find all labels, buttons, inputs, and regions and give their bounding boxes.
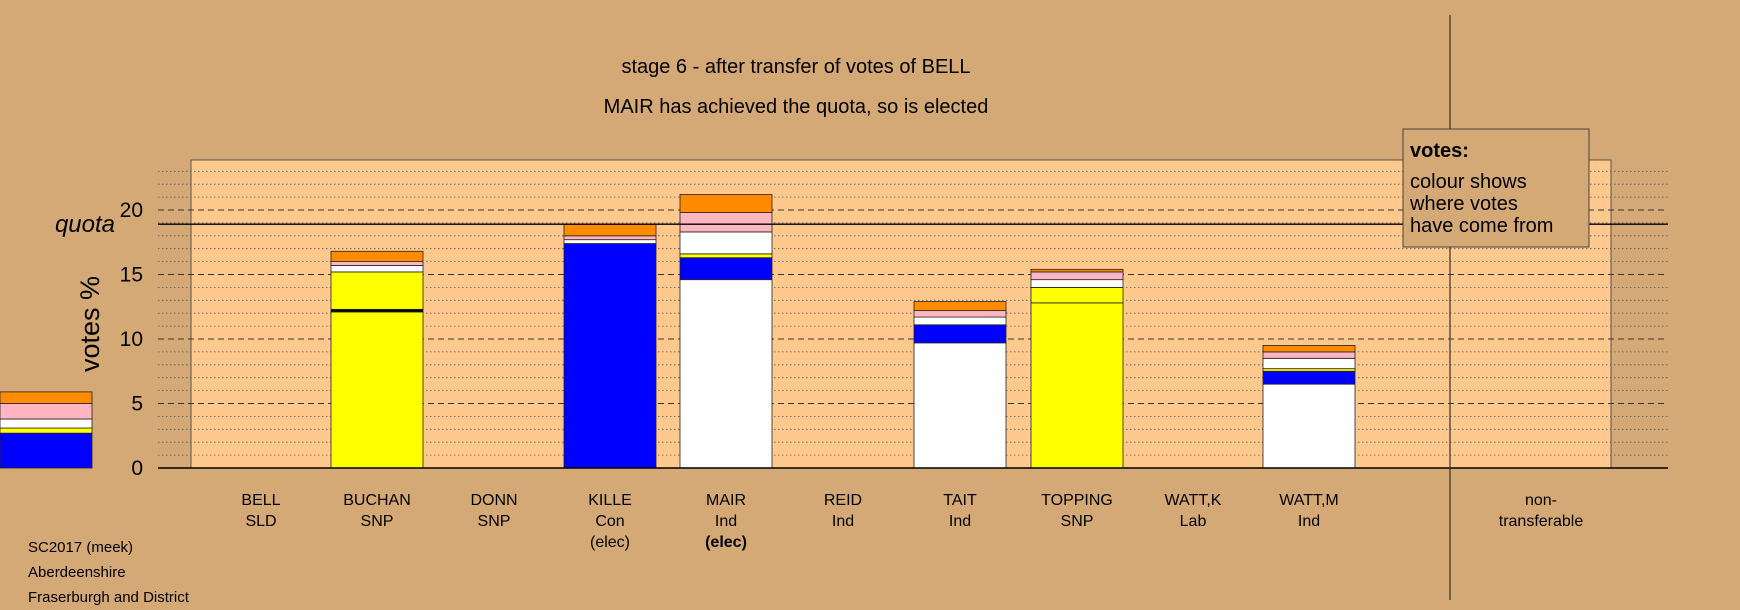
bar-segment — [679, 194, 773, 213]
bar-segment — [1030, 302, 1124, 469]
bar-segment — [0, 427, 93, 434]
bar-segment — [330, 311, 424, 469]
chart-title: stage 6 - after transfer of votes of BEL… — [621, 56, 970, 78]
y-tick-label: 20 — [120, 199, 143, 222]
bar-segment — [563, 243, 657, 469]
bar-segment — [1262, 345, 1356, 353]
legend-title: votes: — [1410, 140, 1469, 162]
footer: SC2017 (meek) Aberdeenshire Fraserburgh … — [28, 535, 189, 610]
bar-segment — [679, 257, 773, 281]
footer-line-3: Fraserburgh and District — [28, 589, 189, 606]
category-name: DONN — [470, 492, 517, 509]
bar-segment — [563, 239, 657, 244]
bar-segment — [0, 391, 93, 404]
category-party: Ind — [1298, 513, 1320, 530]
y-axis-label: votes % — [75, 276, 105, 372]
bar-segment — [1030, 271, 1124, 281]
legend-line: where votes — [1409, 193, 1518, 215]
bar-segment — [679, 231, 773, 255]
category-name: BELL — [241, 492, 280, 509]
category-name: MAIR — [706, 492, 746, 509]
category-name: REID — [824, 492, 862, 509]
bar-segment — [913, 342, 1007, 469]
y-tick-label: 10 — [120, 328, 143, 351]
bar-segment — [0, 418, 93, 429]
category-name: WATT,M — [1279, 492, 1339, 509]
category-party: Ind — [715, 513, 737, 530]
y-tick-label: 5 — [131, 393, 143, 416]
legend-line: have come from — [1410, 215, 1553, 237]
category-status: (elec) — [705, 534, 747, 551]
bar-segment — [679, 279, 773, 469]
bar-segment — [330, 250, 424, 262]
bar-segment — [563, 235, 657, 241]
category-party: Lab — [1180, 513, 1207, 530]
bar-segment — [330, 271, 424, 310]
bar-segment — [1030, 286, 1124, 304]
footer-line-1: SC2017 (meek) — [28, 539, 134, 556]
bar-segment — [0, 432, 93, 469]
bar-segment — [1030, 268, 1124, 273]
bar-segment — [913, 324, 1007, 344]
category-name: KILLE — [588, 492, 632, 509]
bar-segment — [913, 310, 1007, 318]
category-party: Con — [595, 513, 624, 530]
category-party: Ind — [949, 513, 971, 530]
category-party: Ind — [832, 513, 854, 530]
quota-label: quota — [55, 211, 115, 238]
category-name: TAIT — [943, 492, 977, 509]
bar-segment — [563, 223, 657, 237]
category-name: TOPPING — [1041, 492, 1113, 509]
legend-box — [1402, 128, 1590, 248]
bar-segment — [679, 253, 773, 259]
bar-segment — [1262, 351, 1356, 359]
category-name: BUCHAN — [343, 492, 411, 509]
bar-segment — [0, 403, 93, 420]
bar-segment — [679, 212, 773, 233]
bar-segment — [1262, 370, 1356, 385]
y-tick-label: 15 — [120, 264, 143, 287]
bar-segment — [330, 261, 424, 266]
bar-segment — [1262, 383, 1356, 469]
category-party: SNP — [361, 513, 394, 530]
bar-segment — [1262, 357, 1356, 370]
bar-segment — [1030, 279, 1124, 288]
category-party: SNP — [1061, 513, 1094, 530]
chart-subtitle: MAIR has achieved the quota, so is elect… — [604, 96, 989, 118]
footer-line-2: Aberdeenshire — [28, 564, 126, 581]
category-status: (elec) — [590, 534, 630, 551]
category-name: non- — [1525, 492, 1557, 509]
category-party: SNP — [478, 513, 511, 530]
bar-segment — [913, 316, 1007, 326]
category-name: WATT,K — [1165, 492, 1222, 509]
bar-segment — [330, 265, 424, 273]
y-tick-label: 0 — [131, 457, 143, 480]
bar-segment — [913, 301, 1007, 312]
category-party: SLD — [245, 513, 276, 530]
category-party: transferable — [1499, 513, 1584, 530]
legend-line: colour shows — [1410, 171, 1527, 193]
